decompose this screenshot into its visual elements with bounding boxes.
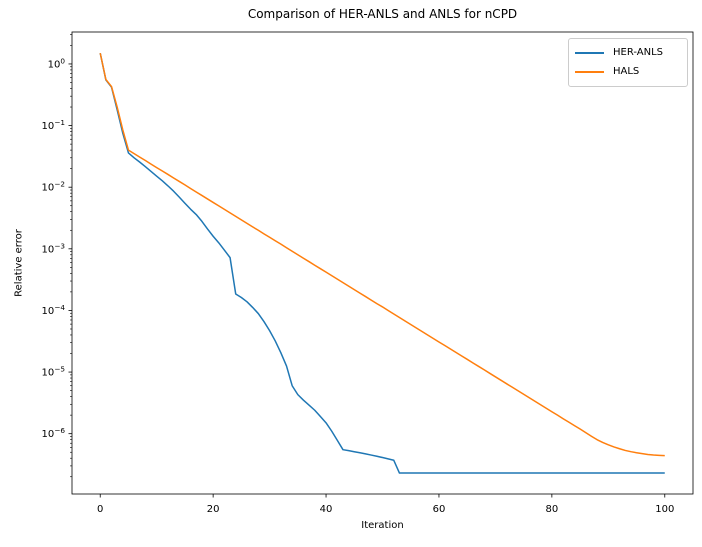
x-tick-label: 100 bbox=[655, 504, 674, 515]
y-tick-label: 10−1 bbox=[42, 118, 66, 132]
legend-item-hals: HALS bbox=[575, 62, 680, 81]
x-tick-label: 60 bbox=[433, 504, 446, 515]
x-tick-label: 80 bbox=[545, 504, 558, 515]
series-line-her-anls bbox=[99, 52, 665, 474]
x-axis-ticks: 0 20 40 60 80 100 bbox=[97, 494, 674, 515]
legend-item-her-anls: HER-ANLS bbox=[575, 43, 680, 62]
y-tick-label: 10−6 bbox=[42, 426, 66, 440]
y-tick-label: 10−4 bbox=[42, 303, 66, 317]
y-axis-minor-ticks bbox=[70, 34, 72, 478]
y-tick-label: 10−2 bbox=[42, 180, 66, 194]
x-tick-label: 40 bbox=[320, 504, 333, 515]
y-axis-ticks: 100 10−1 10−2 10−3 10−4 10−5 10−6 bbox=[42, 56, 72, 440]
chart-title: Comparison of HER-ANLS and ANLS for nCPD bbox=[247, 7, 518, 21]
series-line-hals bbox=[99, 52, 665, 457]
y-tick-label: 10−3 bbox=[42, 241, 66, 255]
x-tick-label: 20 bbox=[207, 504, 220, 515]
y-tick-label: 10−5 bbox=[42, 365, 66, 379]
legend-line-hals bbox=[575, 70, 604, 73]
legend-label-her-anls: HER-ANLS bbox=[613, 46, 664, 58]
y-tick-label: 100 bbox=[48, 56, 66, 70]
x-axis-label: Iteration bbox=[361, 520, 404, 531]
x-tick-label: 0 bbox=[97, 504, 103, 515]
legend-label-hals: HALS bbox=[613, 65, 640, 77]
legend: HER-ANLS HALS bbox=[568, 38, 688, 87]
axes-spines bbox=[71, 31, 694, 495]
legend-line-her-anls bbox=[575, 51, 604, 54]
y-axis-label: Relative error bbox=[13, 229, 25, 297]
